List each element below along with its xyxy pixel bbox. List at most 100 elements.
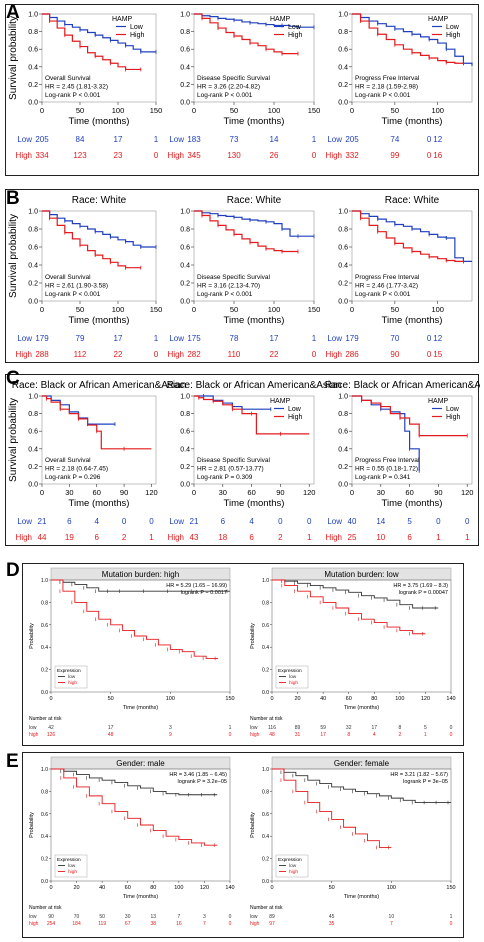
y-tick-label: 0.6	[262, 623, 269, 629]
y-tick-label: 0.4	[180, 263, 190, 270]
risk-count-low: 5	[407, 517, 412, 526]
risk-count-low: 45	[329, 914, 335, 920]
risk-title: Number at risk	[29, 905, 62, 911]
survival-plot: Race: Black or African American&Asian 0.0…	[167, 380, 342, 542]
y-axis-label: Probability	[29, 623, 35, 649]
legend-title: Expression	[57, 668, 81, 674]
risk-count-low: 4	[249, 517, 254, 526]
plot-title: Race: Black or African American&Asian	[167, 380, 342, 391]
x-tick-label: 50	[329, 885, 335, 891]
y-tick-label: 0.6	[180, 245, 190, 252]
plot-title: Race: Black or African American&Asian	[12, 380, 187, 391]
risk-count-low: 90	[48, 914, 54, 920]
stat-text: Log-rank P < 0.001	[355, 92, 411, 99]
risk-count-high: 67	[125, 921, 131, 927]
x-tick-label: 50	[230, 106, 238, 115]
x-tick-label: 20	[74, 885, 80, 891]
stat-text: Disease Specific Survival	[197, 75, 271, 82]
x-tick-label: 120	[421, 696, 430, 702]
y-tick-label: 0.4	[262, 834, 269, 840]
x-tick-label: 0	[40, 305, 44, 314]
legend-label: low	[68, 674, 76, 680]
risk-count-high: 254	[47, 921, 56, 927]
legend-label: Low	[288, 406, 302, 413]
legend-label: Low	[288, 24, 302, 31]
stat-text: HR = 2.61 (1.90-3.58)	[45, 283, 108, 290]
risk-row-label: high	[250, 732, 260, 738]
risk-count-high: 0	[312, 350, 317, 359]
risk-count-high: 2	[122, 533, 127, 542]
hazard-ratio: HR = 5.29 (1.65 – 16.99)	[166, 583, 227, 589]
y-tick-label: 0.4	[41, 834, 48, 840]
risk-count-low: 0	[465, 517, 470, 526]
x-tick-label: 100	[268, 305, 281, 314]
legend-label: low	[289, 863, 297, 869]
risk-count-high: 99	[390, 151, 399, 160]
logrank-p: logrank P = 0.0017	[181, 590, 227, 596]
y-tick-label: 0.4	[338, 263, 348, 270]
x-tick-label: 80	[150, 885, 156, 891]
plot-title: Race: White	[227, 195, 282, 206]
x-tick-label: 50	[108, 696, 114, 702]
y-tick-label: 0.8	[180, 227, 190, 234]
y-axis-label: Survival probability	[8, 398, 19, 482]
risk-count-low: 3	[169, 725, 172, 731]
risk-count-high: 35	[329, 921, 335, 927]
survival-curve-low	[51, 768, 218, 796]
risk-count-high: 16	[176, 921, 182, 927]
y-tick-label: 0.4	[28, 64, 38, 71]
survival-plot: Mutation burden: low Probability 0.0 0.2 0.4…	[250, 567, 456, 738]
x-tick-label: 0	[350, 488, 354, 497]
y-tick-label: 0.0	[41, 690, 48, 696]
risk-count-high: 0	[154, 350, 159, 359]
y-tick-label: 0.4	[180, 446, 190, 453]
x-tick-label: 30	[377, 488, 385, 497]
survival-curve-high	[352, 13, 464, 64]
stat-text: Log-rank P < 0.001	[197, 92, 253, 99]
risk-count-low: 14	[376, 517, 385, 526]
y-tick-label: 0.4	[28, 263, 38, 270]
stat-text: HR = 2.18 (0.64-7.45)	[45, 466, 108, 473]
risk-count-high: 112	[74, 350, 87, 359]
risk-count-high: 15	[433, 350, 442, 359]
panel-letter: A	[6, 2, 20, 23]
y-tick-label: 0.4	[180, 64, 190, 71]
risk-count-low: 70	[390, 334, 399, 343]
plot-title: Race: Black or African American&Asian	[325, 380, 480, 391]
risk-count-low: 6	[221, 517, 226, 526]
hazard-ratio: HR = 3.75 (1.69 – 8.3)	[393, 583, 448, 589]
y-tick-label: 0.8	[338, 411, 348, 418]
risk-count-high: 19	[65, 533, 74, 542]
survival-curve-high	[272, 579, 426, 635]
plot-frame	[41, 395, 157, 485]
y-axis-label: Survival probability	[8, 16, 19, 100]
x-tick-label: 120	[461, 488, 474, 497]
risk-count-high: 44	[38, 533, 47, 542]
risk-count-low: 1	[154, 135, 159, 144]
y-tick-label: 1.0	[41, 767, 48, 773]
x-tick-label: 90	[120, 488, 128, 497]
x-tick-label: 140	[446, 696, 455, 702]
x-tick-label: 150	[308, 106, 321, 115]
risk-count-low: 89	[295, 725, 301, 731]
risk-count-high: 10	[376, 533, 385, 542]
risk-count-low: 6	[67, 517, 72, 526]
panel-svg: Gender: male Probability 0.0 0.2 0.4 0.6 0.8 1.…	[29, 756, 456, 927]
x-tick-label: 100	[387, 885, 396, 891]
risk-row-label: High	[168, 533, 184, 542]
x-tick-label: 0	[270, 696, 273, 702]
risk-count-high: 6	[94, 533, 99, 542]
survival-plot: Race: Black or African American&Asian Sur…	[8, 380, 186, 542]
x-tick-label: 150	[150, 106, 163, 115]
risk-count-low: 0	[229, 914, 232, 920]
risk-count-low: 1	[154, 334, 159, 343]
survival-curve-low	[194, 395, 271, 410]
survival-curve-high	[272, 768, 392, 848]
y-tick-label: 0.0	[262, 690, 269, 696]
stat-text: HR = 2.18 (1.59-2.98)	[355, 84, 418, 91]
stat-text: HR = 3.26 (2.20-4.82)	[197, 84, 260, 91]
x-tick-label: 50	[76, 305, 84, 314]
legend-title: Expression	[57, 857, 81, 863]
y-tick-label: 0.8	[41, 789, 48, 795]
